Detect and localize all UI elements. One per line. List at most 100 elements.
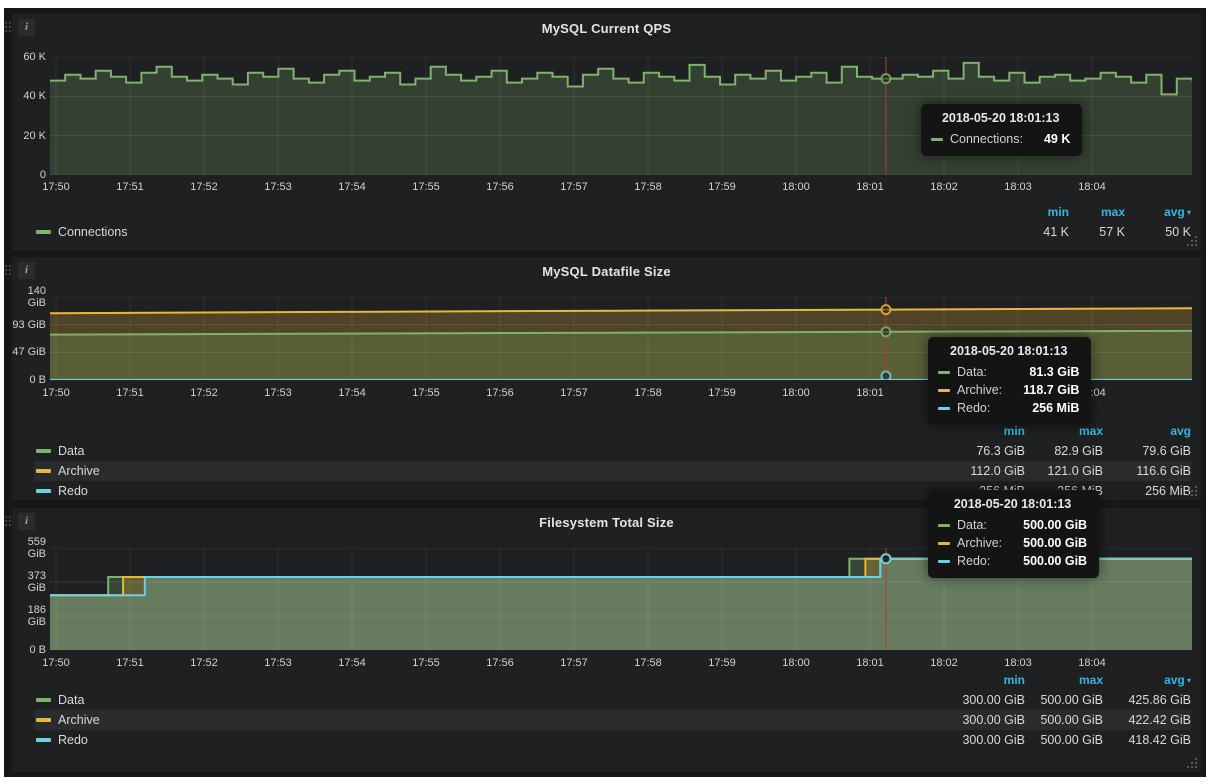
tooltip-series-value: 500.00 GiB: [1023, 554, 1088, 568]
legend-sort-min[interactable]: min: [1003, 673, 1025, 687]
x-tick-label: 17:53: [264, 387, 292, 399]
x-tick-label: 17:52: [190, 387, 218, 399]
x-tick-label: 17:52: [190, 181, 218, 193]
chart-plot-area[interactable]: [50, 548, 1192, 650]
panel-info-icon[interactable]: i: [18, 262, 35, 279]
legend-max-value: 500.00 GiB: [1040, 713, 1103, 727]
legend-sort-avg[interactable]: avg ▾: [1164, 673, 1191, 687]
sort-caret-icon: ▾: [1184, 676, 1191, 685]
x-tick-label: 17:53: [264, 181, 292, 193]
chart-plot-area[interactable]: [50, 57, 1192, 175]
tooltip-qps: 2018-05-20 18:01:13 Connections: 49 K: [921, 104, 1083, 156]
legend-max-value: 121.0 GiB: [1047, 464, 1103, 478]
y-tick-label: 47 GiB: [12, 346, 46, 359]
sort-caret-icon: ▾: [1184, 208, 1191, 217]
tooltip-series-label: Redo:: [957, 401, 991, 415]
series-color-dash-icon: [938, 541, 950, 545]
tooltip-series-row: Redo: 256 MiB: [938, 399, 1079, 417]
legend-avg-value: 50 K: [1165, 225, 1191, 239]
legend-row-redo: Redo 300.00 GiB 500.00 GiB 418.42 GiB: [34, 730, 1191, 750]
chart-svg[interactable]: [50, 548, 1192, 650]
legend-series-toggle[interactable]: Archive: [34, 464, 947, 478]
x-tick-label: 18:04: [1078, 657, 1106, 669]
crosshair-point-marker: [880, 73, 892, 85]
legend-avg-value: 425.86 GiB: [1128, 693, 1191, 707]
tooltip-series-label: Archive:: [957, 383, 1003, 397]
legend-sort-max[interactable]: max: [1100, 205, 1125, 219]
legend-sort-max[interactable]: max: [1078, 673, 1103, 687]
x-tick-label: 17:54: [338, 181, 366, 193]
x-tick-label: 17:59: [708, 657, 736, 669]
y-tick-label: 140 GiB: [27, 285, 46, 309]
x-tick-label: 18:00: [782, 657, 810, 669]
series-color-dash-icon: [36, 718, 51, 722]
x-tick-label: 17:52: [190, 657, 218, 669]
legend-avg-value: 422.42 GiB: [1128, 713, 1191, 727]
crosshair-point-marker: [880, 326, 892, 338]
tooltip-series-value: 81.3 GiB: [1029, 365, 1080, 379]
chart-plot-area[interactable]: [50, 297, 1192, 380]
legend-sort-avg[interactable]: avg ▾: [1164, 205, 1191, 219]
tooltip-series-value: 49 K: [1043, 132, 1071, 146]
legend-sort-max[interactable]: max: [1078, 424, 1103, 438]
y-tick-label: 0: [39, 169, 46, 181]
x-tick-label: 17:56: [486, 657, 514, 669]
tooltip-series-value: 500.00 GiB: [1023, 536, 1088, 550]
panel-title[interactable]: Filesystem Total Size: [539, 515, 674, 530]
tooltip-series-label: Redo:: [957, 554, 991, 568]
x-tick-label: 17:53: [264, 657, 292, 669]
x-tick-label: 18:00: [782, 387, 810, 399]
legend-max-value: 57 K: [1099, 225, 1125, 239]
legend-sort-avg[interactable]: avg: [1170, 424, 1191, 438]
x-tick-label: 17:59: [708, 387, 736, 399]
tooltip-series-label: Data:: [957, 518, 987, 532]
y-tick-label: 559 GiB: [27, 536, 46, 560]
series-name: Archive: [58, 713, 100, 727]
chart-svg[interactable]: [50, 57, 1192, 175]
panel-resize-handle[interactable]: [1195, 494, 1197, 496]
series-color-dash-icon: [938, 388, 950, 392]
panel-drag-handle-icon[interactable]: [5, 22, 7, 24]
legend-series-toggle[interactable]: Redo: [34, 484, 947, 498]
legend-avg-value: 418.42 GiB: [1128, 733, 1191, 747]
legend-series-toggle[interactable]: Data: [34, 444, 947, 458]
crosshair-point-marker: [880, 553, 892, 565]
tooltip-series-label: Data:: [957, 365, 987, 379]
series-color-dash-icon: [36, 449, 51, 453]
x-tick-label: 17:51: [116, 657, 144, 669]
tooltip-series-label: Archive:: [957, 536, 1003, 550]
legend-sort-min[interactable]: min: [1003, 424, 1025, 438]
x-tick-label: 17:58: [634, 657, 662, 669]
panel-drag-handle-icon[interactable]: [5, 265, 7, 267]
legend-avg-value: 116.6 GiB: [1136, 464, 1191, 478]
legend-avg-value: 256 MiB: [1145, 484, 1191, 498]
tooltip-series-value: 118.7 GiB: [1023, 383, 1080, 397]
x-tick-label: 17:58: [634, 387, 662, 399]
legend-sort-min[interactable]: min: [1047, 205, 1069, 219]
x-tick-label: 18:04: [1078, 181, 1106, 193]
x-tick-label: 17:54: [338, 657, 366, 669]
legend-series-toggle[interactable]: Data: [34, 693, 947, 707]
x-tick-label: 17:57: [560, 387, 588, 399]
panel-title[interactable]: MySQL Datafile Size: [542, 264, 671, 279]
x-tick-label: 18:01: [856, 181, 884, 193]
y-tick-label: 186 GiB: [27, 604, 46, 628]
panel-resize-handle[interactable]: [1195, 244, 1197, 246]
tooltip-datafile-size: 2018-05-20 18:01:13 Data: 81.3 GiB Archive…: [928, 337, 1092, 425]
y-tick-label: 60 K: [23, 51, 46, 63]
panel-resize-handle[interactable]: [1195, 766, 1197, 768]
legend-series-toggle[interactable]: Redo: [34, 733, 947, 747]
panel-info-icon[interactable]: i: [18, 19, 35, 36]
panel-title[interactable]: MySQL Current QPS: [541, 21, 672, 36]
panel-drag-handle-icon[interactable]: [5, 516, 7, 518]
y-tick-label: 0 B: [29, 374, 46, 386]
legend-row-archive: Archive 112.0 GiB 121.0 GiB 116.6 GiB: [34, 461, 1191, 481]
legend-min-value: 300.00 GiB: [962, 713, 1025, 727]
legend-series-toggle[interactable]: Connections: [34, 225, 1013, 239]
chart-svg[interactable]: [50, 297, 1192, 380]
series-color-dash-icon: [938, 406, 950, 410]
tooltip-series-row: Redo: 500.00 GiB: [938, 552, 1087, 570]
panel-info-icon[interactable]: i: [18, 513, 35, 530]
legend-series-toggle[interactable]: Archive: [34, 713, 947, 727]
series-color-dash-icon: [36, 698, 51, 702]
